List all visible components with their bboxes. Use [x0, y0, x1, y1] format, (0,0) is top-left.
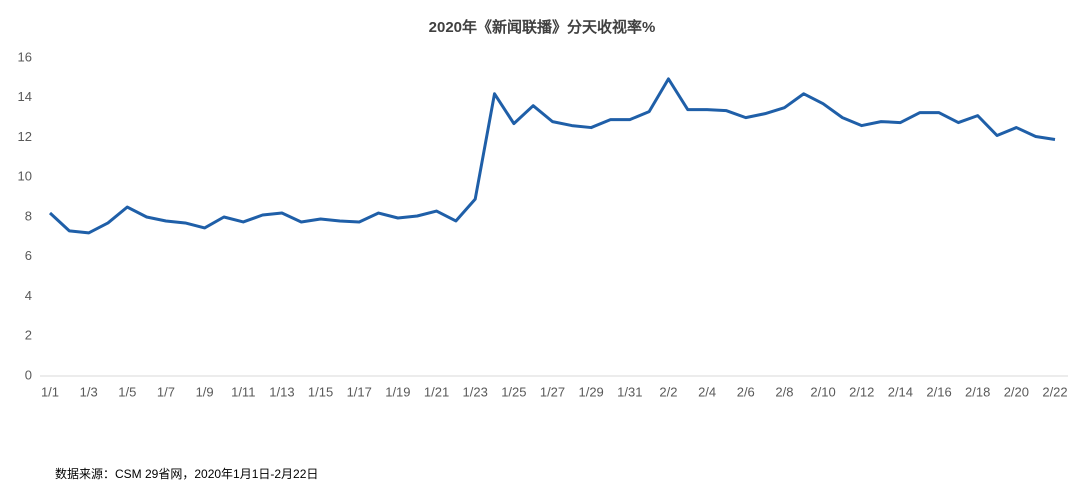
footnote: 数据来源：CSM 29省网，2020年1月1日-2月22日 — [55, 466, 318, 481]
y-tick-label: 12 — [18, 129, 32, 144]
x-tick-label: 1/17 — [347, 384, 372, 399]
y-tick-label: 14 — [18, 89, 32, 104]
x-tick-label: 1/11 — [231, 384, 255, 399]
x-tick-label: 1/15 — [308, 384, 333, 399]
x-tick-label: 1/27 — [540, 384, 565, 399]
x-tick-label: 1/19 — [385, 384, 410, 399]
y-tick-label: 10 — [18, 169, 32, 184]
x-tick-label: 1/1 — [41, 384, 59, 399]
x-tick-label: 2/18 — [965, 384, 990, 399]
x-tick-label: 2/14 — [888, 384, 913, 399]
x-tick-label: 1/5 — [118, 384, 136, 399]
x-tick-label: 2/4 — [698, 384, 716, 399]
chart-title: 2020年《新闻联播》分天收视率% — [429, 18, 656, 36]
x-tick-label: 1/23 — [463, 384, 488, 399]
y-tick-label: 6 — [25, 248, 32, 263]
x-tick-label: 2/16 — [926, 384, 951, 399]
x-tick-label: 2/2 — [659, 384, 677, 399]
y-tick-label: 2 — [25, 328, 32, 343]
x-tick-label: 2/20 — [1004, 384, 1029, 399]
x-tick-label: 1/13 — [269, 384, 294, 399]
x-tick-label: 1/29 — [578, 384, 603, 399]
y-tick-label: 4 — [25, 288, 32, 303]
line — [48, 77, 1056, 235]
y-tick-label: 8 — [25, 208, 32, 223]
x-tick-label: 2/12 — [849, 384, 874, 399]
x-tick-label: 2/22 — [1042, 384, 1067, 399]
x-tick-label: 1/3 — [80, 384, 98, 399]
x-tick-label: 2/6 — [737, 384, 755, 399]
x-tick-label: 2/8 — [775, 384, 793, 399]
y-tick-label: 16 — [18, 49, 32, 64]
y-tick-label: 0 — [25, 367, 32, 382]
x-tick-label: 1/31 — [617, 384, 642, 399]
x-tick-label: 1/9 — [196, 384, 214, 399]
x-tick-label: 1/25 — [501, 384, 526, 399]
x-tick-label: 1/7 — [157, 384, 175, 399]
x-tick-label: 2/10 — [810, 384, 835, 399]
x-tick-label: 1/21 — [424, 384, 449, 399]
